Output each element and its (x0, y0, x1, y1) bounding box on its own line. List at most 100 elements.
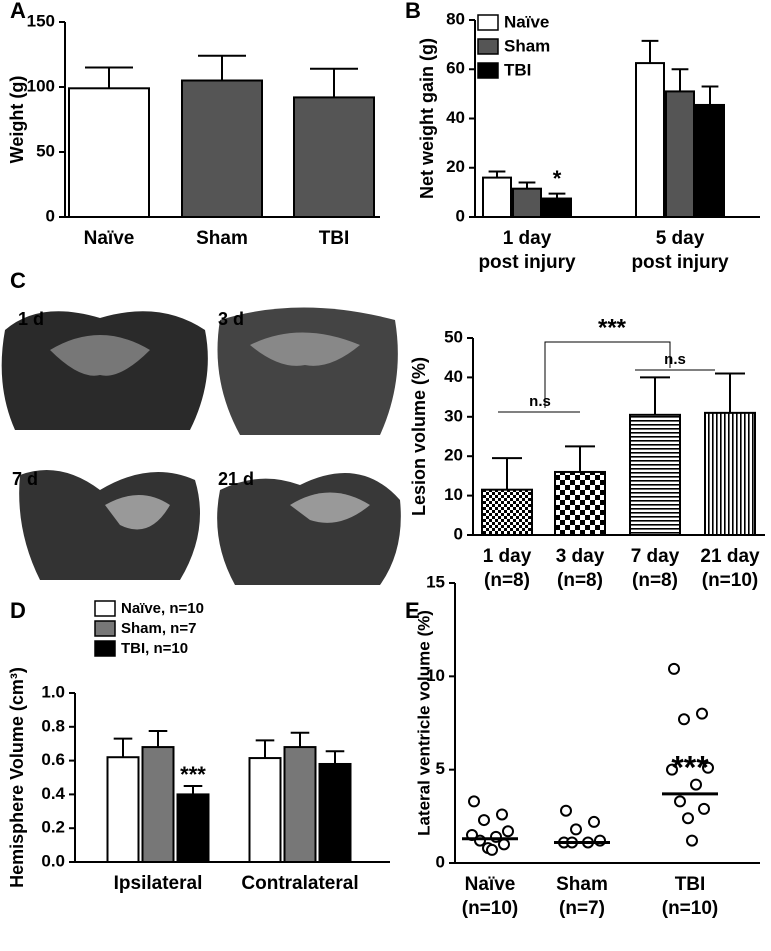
y-tick-label: 80 (446, 9, 465, 28)
data-point (690, 778, 702, 791)
y-tick-label: 10 (444, 485, 463, 504)
data-point (698, 802, 710, 815)
x-tick-label: post injury (631, 252, 729, 273)
x-tick-label: Sham (196, 228, 248, 249)
data-point (678, 713, 690, 726)
y-tick-label: 0 (436, 852, 445, 871)
panel-label: C (10, 268, 26, 293)
bar (554, 470, 606, 536)
annotation: *** (598, 314, 627, 341)
x-tick-label: Contralateral (241, 873, 358, 894)
brain-detail (50, 335, 150, 376)
y-tick-label: 10 (426, 666, 445, 685)
legend-label: Naïve (504, 12, 549, 31)
y-tick-label: 100 (27, 76, 55, 95)
bar (181, 79, 263, 218)
data-point (478, 814, 490, 827)
x-tick-label: Sham (556, 874, 608, 895)
bar (318, 762, 352, 863)
y-tick-label: 0.6 (41, 750, 65, 769)
bar (481, 488, 533, 537)
data-point (496, 808, 508, 821)
legend-label: TBI, n=10 (121, 640, 188, 657)
data-point (686, 834, 698, 847)
bar (512, 187, 542, 218)
image-label: 3 d (218, 309, 244, 329)
bar (141, 746, 175, 864)
x-tick-label: 5 day (656, 228, 705, 249)
y-tick-label: 60 (446, 59, 465, 78)
y-tick-label: 40 (446, 108, 465, 127)
x-tick-label: 1 day (503, 228, 552, 249)
y-tick-label: 15 (426, 572, 445, 591)
brain-detail (250, 332, 360, 366)
x-tick-label: 7 day (631, 546, 680, 567)
x-tick-label: 1 day (483, 546, 532, 567)
x-tick-label: 21 day (700, 546, 760, 567)
x-tick-label: TBI (319, 228, 350, 249)
y-tick-label: 0.2 (41, 818, 65, 837)
data-point (674, 795, 686, 808)
data-point (668, 662, 680, 675)
legend-swatch (94, 640, 116, 657)
data-point (696, 707, 708, 720)
data-point (594, 834, 606, 847)
bar (482, 176, 512, 219)
y-tick-label: 0 (454, 524, 463, 543)
legend-swatch (477, 14, 499, 31)
image-label: 7 d (12, 469, 38, 489)
y-tick-label: 50 (444, 327, 463, 346)
data-point (468, 795, 480, 808)
y-tick-label: 5 (436, 759, 445, 778)
bar (106, 756, 140, 863)
bar (629, 413, 681, 536)
bar (542, 197, 572, 218)
x-tick-label: (n=8) (484, 570, 530, 591)
legend-swatch (477, 38, 499, 55)
y-axis-label: Weight (g) (7, 76, 27, 164)
panel-label: E (405, 598, 420, 623)
data-point (682, 812, 694, 825)
y-tick-label: 1.0 (41, 682, 65, 701)
data-point (502, 825, 514, 838)
image-label: 21 d (218, 469, 254, 489)
data-point (666, 763, 678, 776)
brain-section (217, 307, 398, 435)
legend-swatch (477, 62, 499, 79)
bar (283, 746, 317, 864)
y-tick-label: 0.8 (41, 716, 65, 735)
data-point (560, 804, 572, 817)
y-tick-label: 30 (444, 406, 463, 425)
x-tick-label: post injury (478, 252, 576, 273)
x-tick-label: (n=10) (702, 570, 759, 591)
image-label: 1 d (18, 309, 44, 329)
bar (68, 87, 150, 218)
bar (695, 103, 725, 218)
x-tick-label: (n=8) (632, 570, 678, 591)
panel-label: B (405, 0, 421, 23)
annotation: *** (671, 749, 709, 785)
bar (248, 757, 282, 863)
y-tick-label: 40 (444, 367, 463, 386)
y-axis-label: Net weight gain (g) (417, 38, 437, 199)
brain-section (19, 470, 200, 580)
legend-label: Sham (504, 36, 550, 55)
legend-label: Sham, n=7 (121, 620, 196, 637)
brain-images (1, 307, 401, 585)
y-tick-label: 20 (446, 157, 465, 176)
x-tick-label: Naïve (84, 228, 135, 249)
x-tick-label: (n=8) (557, 570, 603, 591)
data-point (486, 843, 498, 856)
y-tick-label: 150 (27, 11, 55, 30)
data-point (702, 761, 714, 774)
bar (665, 90, 695, 218)
y-tick-label: 0 (456, 206, 465, 225)
legend-swatch (94, 600, 116, 617)
bar (704, 411, 756, 536)
bar (293, 96, 375, 218)
annotation: n.s (529, 393, 551, 410)
legend-swatch (94, 620, 116, 637)
annotation: n.s (664, 351, 686, 368)
